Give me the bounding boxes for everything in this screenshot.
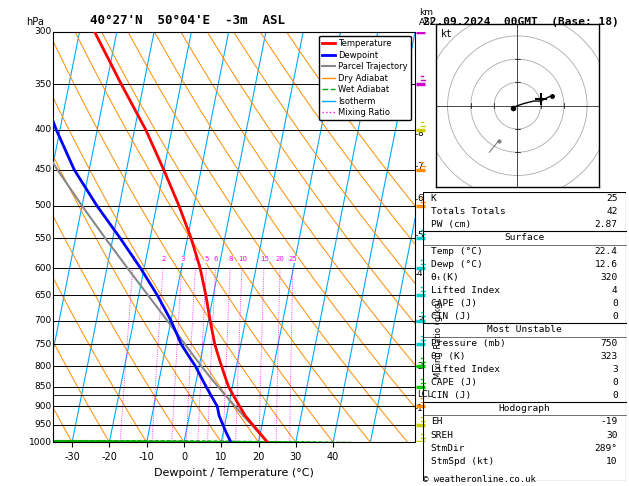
Text: 10: 10: [238, 257, 247, 262]
Text: Totals Totals: Totals Totals: [431, 207, 506, 216]
Text: StmSpd (kt): StmSpd (kt): [431, 457, 494, 466]
Text: LCL: LCL: [417, 390, 432, 399]
Text: Lifted Index: Lifted Index: [431, 365, 500, 374]
Text: 0: 0: [612, 391, 618, 400]
Text: 600: 600: [35, 263, 52, 273]
Text: 450: 450: [35, 165, 52, 174]
Text: 0: 0: [612, 312, 618, 321]
Legend: Temperature, Dewpoint, Parcel Trajectory, Dry Adiabat, Wet Adiabat, Isotherm, Mi: Temperature, Dewpoint, Parcel Trajectory…: [319, 36, 411, 121]
Text: 0: 0: [612, 378, 618, 387]
Text: Mixing Ratio (g/kg): Mixing Ratio (g/kg): [434, 300, 443, 380]
Text: Temp (°C): Temp (°C): [431, 246, 482, 256]
Text: 5: 5: [204, 257, 209, 262]
Text: 8: 8: [228, 257, 233, 262]
Text: Dewp (°C): Dewp (°C): [431, 260, 482, 269]
Text: CAPE (J): CAPE (J): [431, 299, 477, 308]
Text: kt: kt: [441, 29, 453, 39]
Text: 950: 950: [35, 420, 52, 429]
Text: 10: 10: [606, 457, 618, 466]
Text: K: K: [431, 194, 437, 203]
Text: 320: 320: [601, 273, 618, 282]
Text: 2: 2: [417, 362, 423, 371]
Text: 42: 42: [606, 207, 618, 216]
Text: 1: 1: [131, 257, 136, 262]
Text: 0: 0: [612, 299, 618, 308]
Text: Pressure (mb): Pressure (mb): [431, 339, 506, 347]
Text: 2: 2: [162, 257, 166, 262]
Text: θₜ(K): θₜ(K): [431, 273, 460, 282]
Text: -19: -19: [601, 417, 618, 427]
Text: 22.4: 22.4: [595, 246, 618, 256]
Text: Hodograph: Hodograph: [498, 404, 550, 414]
Text: 650: 650: [35, 291, 52, 300]
Text: km
ASL: km ASL: [419, 8, 436, 28]
Text: 323: 323: [601, 352, 618, 361]
Text: 300: 300: [35, 27, 52, 36]
Text: 500: 500: [35, 201, 52, 210]
Text: Surface: Surface: [504, 233, 544, 243]
Text: 25: 25: [606, 194, 618, 203]
Text: 400: 400: [35, 125, 52, 134]
Text: Lifted Index: Lifted Index: [431, 286, 500, 295]
Text: 7: 7: [417, 161, 423, 171]
Text: 750: 750: [35, 340, 52, 348]
Text: 850: 850: [35, 382, 52, 391]
Text: 25: 25: [289, 257, 298, 262]
Text: 289°: 289°: [595, 444, 618, 453]
Text: CIN (J): CIN (J): [431, 312, 471, 321]
Text: 800: 800: [35, 362, 52, 371]
Text: 2.87: 2.87: [595, 220, 618, 229]
Text: 6: 6: [214, 257, 218, 262]
Text: 4: 4: [194, 257, 198, 262]
Text: 6: 6: [417, 194, 423, 204]
Text: © weatheronline.co.uk: © weatheronline.co.uk: [423, 474, 535, 484]
Text: 900: 900: [35, 402, 52, 411]
Text: 30: 30: [606, 431, 618, 440]
Text: 3: 3: [417, 316, 423, 325]
Text: 550: 550: [35, 234, 52, 243]
Text: 1000: 1000: [29, 438, 52, 447]
Text: StmDir: StmDir: [431, 444, 465, 453]
Text: 4: 4: [612, 286, 618, 295]
Text: PW (cm): PW (cm): [431, 220, 471, 229]
Text: 750: 750: [601, 339, 618, 347]
Text: 12.6: 12.6: [595, 260, 618, 269]
Text: 20: 20: [276, 257, 285, 262]
Text: 22.09.2024  00GMT  (Base: 18): 22.09.2024 00GMT (Base: 18): [423, 17, 618, 27]
Text: CIN (J): CIN (J): [431, 391, 471, 400]
Text: 15: 15: [260, 257, 269, 262]
Text: 5: 5: [417, 231, 423, 240]
Text: EH: EH: [431, 417, 442, 427]
Text: θₜ (K): θₜ (K): [431, 352, 465, 361]
Text: 3: 3: [180, 257, 184, 262]
Text: hPa: hPa: [26, 17, 44, 28]
Text: 8: 8: [417, 129, 423, 139]
Text: CAPE (J): CAPE (J): [431, 378, 477, 387]
Text: 4: 4: [417, 269, 423, 278]
Text: 1: 1: [417, 404, 423, 413]
X-axis label: Dewpoint / Temperature (°C): Dewpoint / Temperature (°C): [154, 468, 314, 478]
Text: 700: 700: [35, 316, 52, 325]
Text: Most Unstable: Most Unstable: [487, 326, 562, 334]
Text: SREH: SREH: [431, 431, 454, 440]
Text: 350: 350: [35, 80, 52, 88]
Text: 40°27'N  50°04'E  -3m  ASL: 40°27'N 50°04'E -3m ASL: [90, 15, 285, 28]
Text: 3: 3: [612, 365, 618, 374]
